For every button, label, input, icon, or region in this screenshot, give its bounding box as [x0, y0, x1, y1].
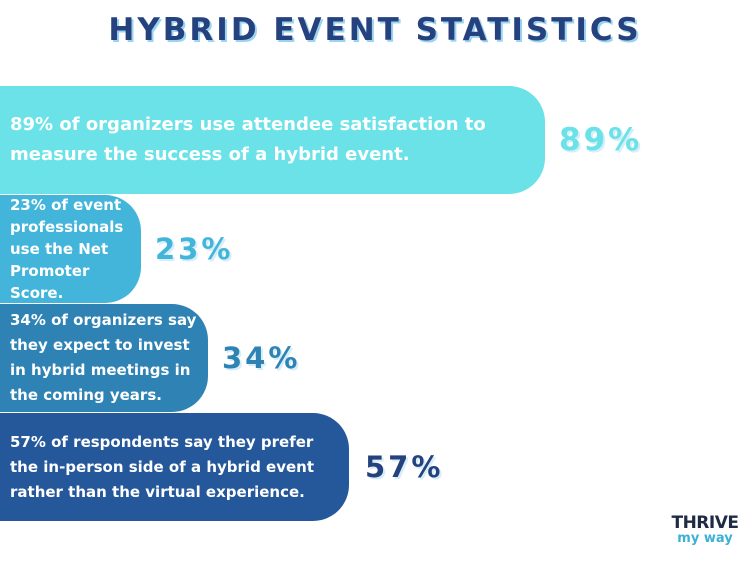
bar-description: 89% of organizers use attendee satisfact… [10, 114, 486, 165]
value-label: 23% [155, 231, 234, 266]
bar-description: 34% of organizers say they expect to inv… [10, 311, 197, 404]
bar-4: 57% of respondents say they prefer the i… [0, 413, 349, 521]
value-label: 34% [222, 340, 301, 375]
bar-1: 89% of organizers use attendee satisfact… [0, 86, 545, 194]
thrive-my-way-logo: THRIVE my way [670, 515, 740, 546]
bar-3: 34% of organizers say they expect to inv… [0, 304, 208, 412]
bar-description: 23% of event professionals use the Net P… [10, 196, 124, 302]
bar-2: 23% of event professionals use the Net P… [0, 195, 141, 303]
bar-description: 57% of respondents say they prefer the i… [10, 432, 314, 501]
logo-top-text: THRIVE [671, 513, 739, 533]
logo-bottom-text: my way [677, 531, 733, 546]
value-label: 57% [365, 449, 444, 484]
chart-title: HYBRID EVENT STATISTICS [108, 12, 642, 48]
value-label: 89% [559, 121, 643, 158]
